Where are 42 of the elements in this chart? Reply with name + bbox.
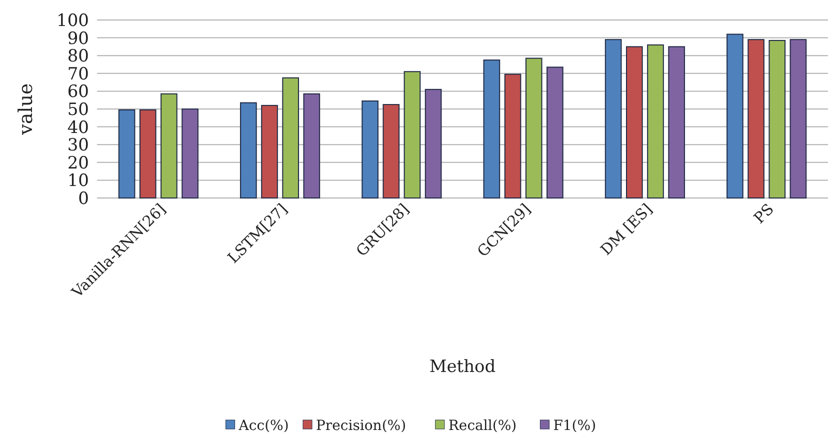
legend-label: Precision(%) (316, 418, 406, 434)
bar (525, 58, 542, 198)
bar (160, 93, 178, 198)
y-tick-label: 30 (67, 136, 89, 156)
y-tick-label: 100 (56, 10, 89, 31)
legend-label: F1(%) (553, 418, 596, 434)
bar (362, 100, 378, 198)
y-tick-label: 20 (67, 153, 89, 174)
bar (118, 109, 136, 198)
y-tick-label: 70 (67, 64, 89, 84)
bar (668, 46, 685, 198)
y-axis-title: value (15, 83, 37, 136)
legend-label: Acc(%) (238, 418, 289, 434)
bar (303, 93, 320, 198)
bar (139, 109, 156, 198)
bar (182, 108, 198, 198)
bar (748, 39, 764, 198)
bar (626, 46, 643, 198)
y-tick-label: 50 (67, 100, 89, 120)
legend-label: Recall(%) (448, 418, 517, 434)
bar (424, 88, 442, 198)
bar (790, 39, 807, 198)
bar (282, 77, 299, 198)
y-tick-label: 40 (67, 118, 89, 138)
y-tick-label: 80 (67, 46, 89, 67)
y-tick-label: 10 (67, 171, 89, 192)
bar (483, 60, 500, 198)
x-axis-title: Method (429, 357, 496, 377)
y-tick-label: 0 (78, 188, 89, 209)
bar (604, 39, 622, 198)
bar (504, 74, 522, 198)
bar (240, 102, 257, 198)
bar (647, 44, 664, 198)
bar (546, 66, 564, 198)
bar (726, 34, 744, 198)
bar (404, 71, 421, 198)
bar (261, 104, 278, 198)
bar (382, 104, 400, 198)
bar (768, 40, 786, 198)
y-tick-label: 90 (67, 28, 89, 49)
y-tick-label: 60 (67, 82, 89, 102)
x-tick-label: PS (750, 200, 778, 228)
